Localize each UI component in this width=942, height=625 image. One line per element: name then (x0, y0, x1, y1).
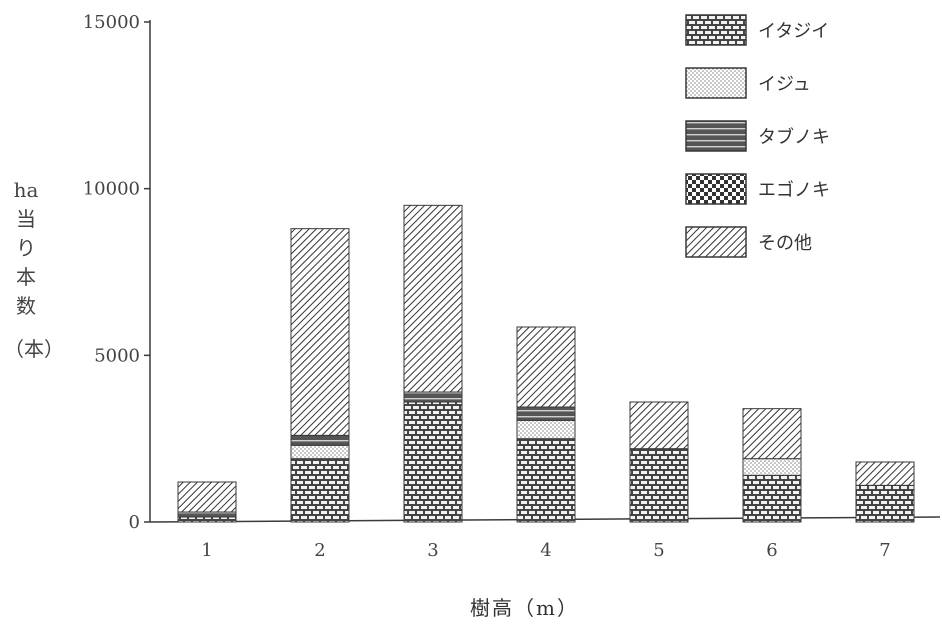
x-axis-title: 樹高（m） (470, 596, 579, 620)
y-tick-label: 5000 (94, 345, 140, 366)
bar-segment (177, 516, 237, 523)
legend-label: イジュ (758, 74, 811, 95)
bar-segment (742, 408, 802, 460)
bar-segment (403, 391, 463, 403)
y-axis-title-line: 数 (16, 294, 36, 318)
legend-label: その他 (758, 233, 812, 254)
x-tick-label: 6 (766, 540, 777, 561)
x-tick-label: 5 (653, 540, 664, 561)
bar-segment (516, 419, 576, 440)
chart-bars: 1 2 3 4 5 6 7 (177, 204, 915, 561)
bar-segment (516, 438, 576, 523)
bar-segment (855, 484, 915, 523)
bar-segment (516, 406, 576, 421)
bar-segment (290, 444, 350, 460)
x-tick-label: 4 (540, 540, 551, 561)
x-tick-label: 7 (879, 540, 890, 561)
legend-label: イタジイ (758, 21, 829, 42)
legend-swatch (685, 14, 747, 46)
y-axis-title-line: り (16, 236, 36, 260)
bar-segment (516, 326, 576, 408)
y-axis-title-line: 本 (16, 265, 36, 289)
bar-segment (742, 458, 802, 476)
bar-segment (742, 474, 802, 523)
bar-segment (290, 458, 350, 523)
y-axis-title: ha 当 り 本 数 （本） (4, 176, 64, 364)
bar-segment (855, 461, 915, 486)
legend-swatch (685, 120, 747, 152)
bar-segment (290, 434, 350, 446)
chart-axes: 0 5000 10000 15000 (83, 12, 941, 533)
bar-segment (629, 401, 689, 450)
bar-segment (403, 401, 463, 523)
bar-segment (177, 481, 237, 513)
legend-label: タブノキ (758, 126, 830, 148)
legend-label: エゴノキ (758, 180, 830, 201)
bar-segment (177, 511, 237, 518)
bar-segment (629, 448, 689, 523)
y-tick-label: 10000 (83, 179, 140, 200)
y-axis-unit: （本） (4, 337, 64, 361)
y-tick-label: 15000 (83, 12, 140, 33)
x-tick-label: 2 (314, 540, 325, 561)
y-tick-label: 0 (129, 512, 140, 533)
legend-swatch (685, 173, 747, 205)
x-tick-label: 3 (427, 540, 438, 561)
legend-swatch (685, 67, 747, 99)
bar-segment (290, 228, 350, 436)
y-axis-title-line: ha (13, 178, 39, 202)
bar-segment (403, 204, 463, 393)
x-tick-label: 1 (201, 540, 212, 561)
y-axis-title-line: 当 (16, 207, 36, 231)
legend-swatch (685, 226, 747, 258)
